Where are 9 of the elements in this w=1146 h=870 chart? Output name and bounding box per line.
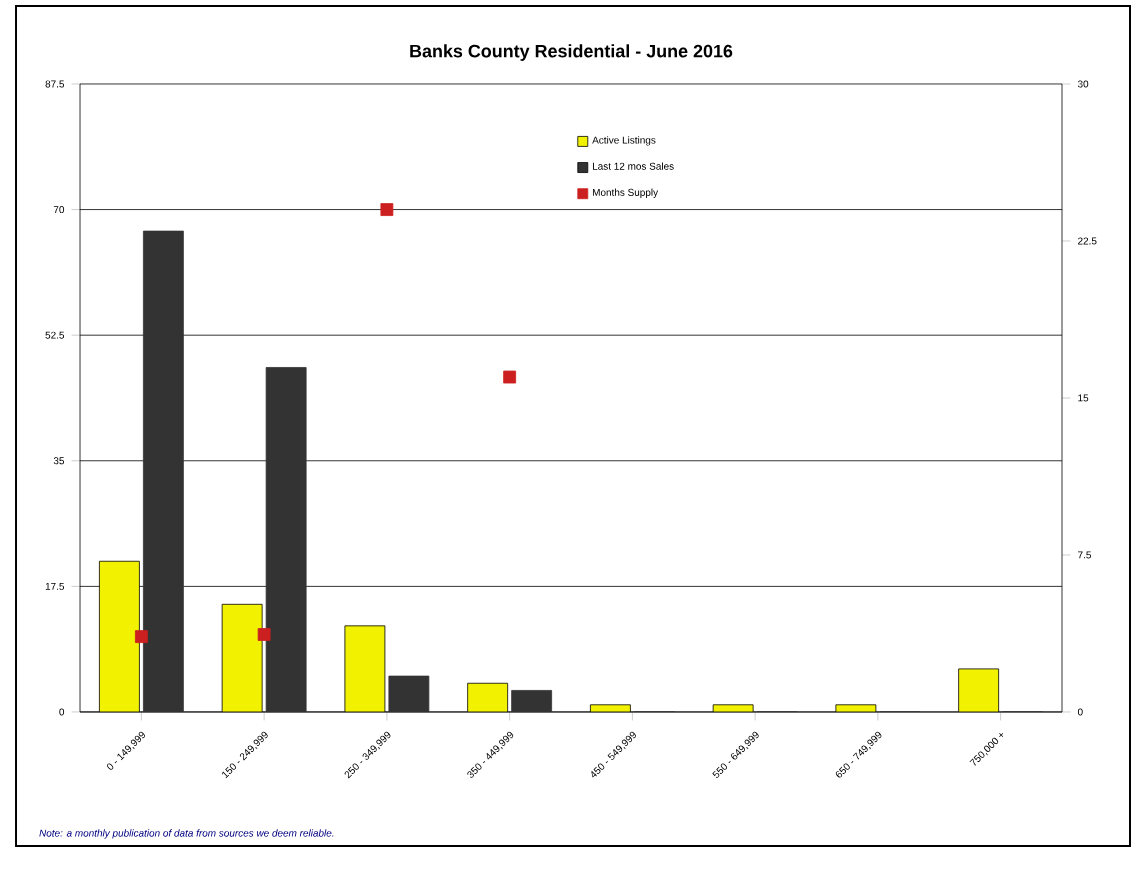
bar <box>265 367 307 712</box>
point <box>257 628 271 641</box>
point <box>134 630 148 644</box>
point <box>503 370 517 384</box>
bar <box>511 690 553 712</box>
bar <box>142 230 184 712</box>
point <box>380 203 394 216</box>
chart-title: Banks County Residential - June 2016 <box>410 44 733 61</box>
bar <box>388 675 430 712</box>
